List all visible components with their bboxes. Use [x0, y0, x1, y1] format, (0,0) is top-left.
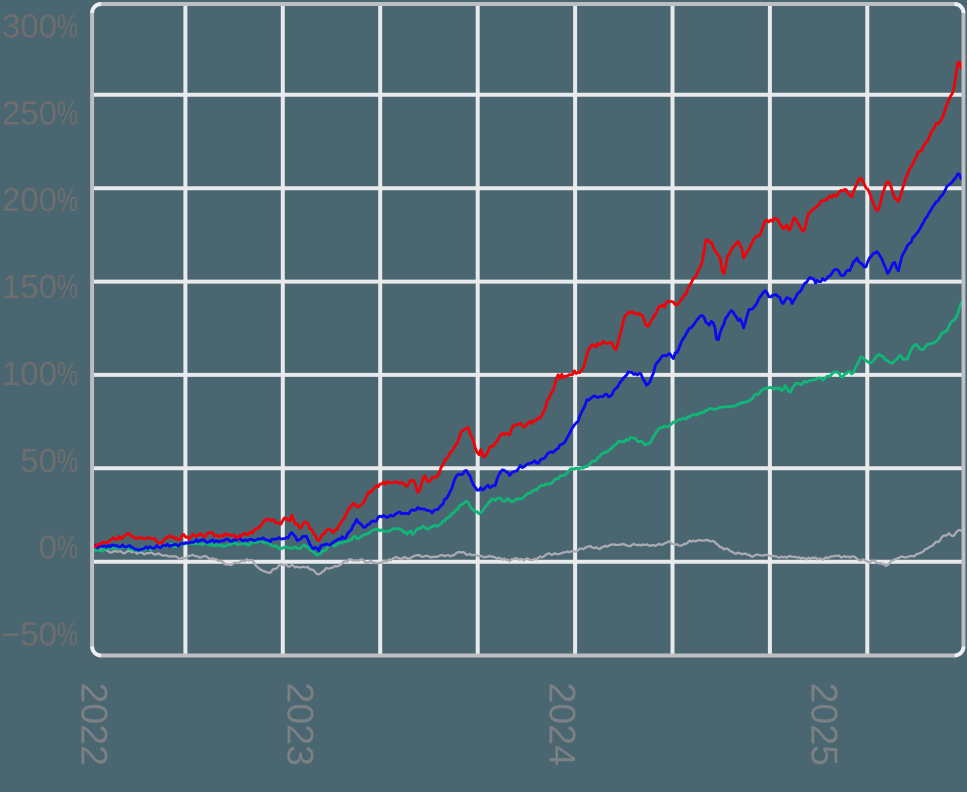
svg-text:200%: 200% [2, 181, 78, 218]
svg-text:150%: 150% [2, 268, 78, 305]
svg-text:50%: 50% [20, 442, 78, 479]
svg-text:2025: 2025 [804, 683, 846, 766]
svg-text:100%: 100% [2, 355, 78, 392]
svg-text:250%: 250% [2, 94, 78, 131]
svg-text:−50%: −50% [1, 616, 78, 653]
svg-text:2024: 2024 [542, 683, 584, 766]
svg-text:2022: 2022 [74, 683, 116, 766]
svg-text:2023: 2023 [280, 683, 322, 766]
svg-text:300%: 300% [2, 7, 78, 44]
svg-text:0%: 0% [39, 529, 78, 566]
